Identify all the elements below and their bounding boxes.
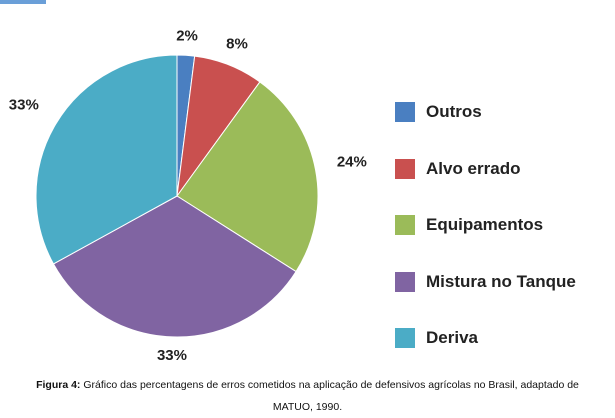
legend-item-mistura-no-tanque: Mistura no Tanque <box>395 254 576 311</box>
pie-slice-mistura-no-tanque <box>52 195 297 338</box>
figure-caption: Figura 4: Gráfico das percentagens de er… <box>0 374 615 418</box>
legend-swatch <box>395 271 415 292</box>
chart-legend: Outros Alvo errado Equipamentos Mistura … <box>395 84 576 367</box>
slice-value-label: 24% <box>337 154 367 171</box>
legend-label: Outros <box>426 102 482 122</box>
corner-tab <box>0 0 46 4</box>
legend-item-alvo-errado: Alvo errado <box>395 141 576 198</box>
legend-swatch <box>395 102 415 123</box>
legend-label: Equipamentos <box>426 215 544 235</box>
legend-label: Deriva <box>426 328 478 348</box>
slice-value-label: 8% <box>226 35 248 52</box>
legend-item-outros: Outros <box>395 84 576 141</box>
legend-swatch <box>395 328 415 349</box>
slice-value-label: 33% <box>9 96 39 113</box>
caption-text-line1: Gráfico das percentagens de erros cometi… <box>83 379 579 391</box>
pie-slice-deriva <box>35 54 178 265</box>
legend-swatch <box>395 215 415 236</box>
caption-label: Figura 4: <box>36 379 81 391</box>
legend-label: Alvo errado <box>426 158 521 178</box>
legend-swatch <box>395 158 415 179</box>
pie-slice-equipamentos <box>176 81 319 273</box>
legend-item-deriva: Deriva <box>395 310 576 367</box>
legend-item-equipamentos: Equipamentos <box>395 197 576 254</box>
slice-value-label: 33% <box>157 347 187 364</box>
slice-value-label: 2% <box>176 27 198 44</box>
caption-text-line2: MATUO, 1990. <box>272 401 343 413</box>
pie-chart: 2% 8% 24% 33% 33% <box>9 27 367 364</box>
legend-label: Mistura no Tanque <box>426 271 576 291</box>
